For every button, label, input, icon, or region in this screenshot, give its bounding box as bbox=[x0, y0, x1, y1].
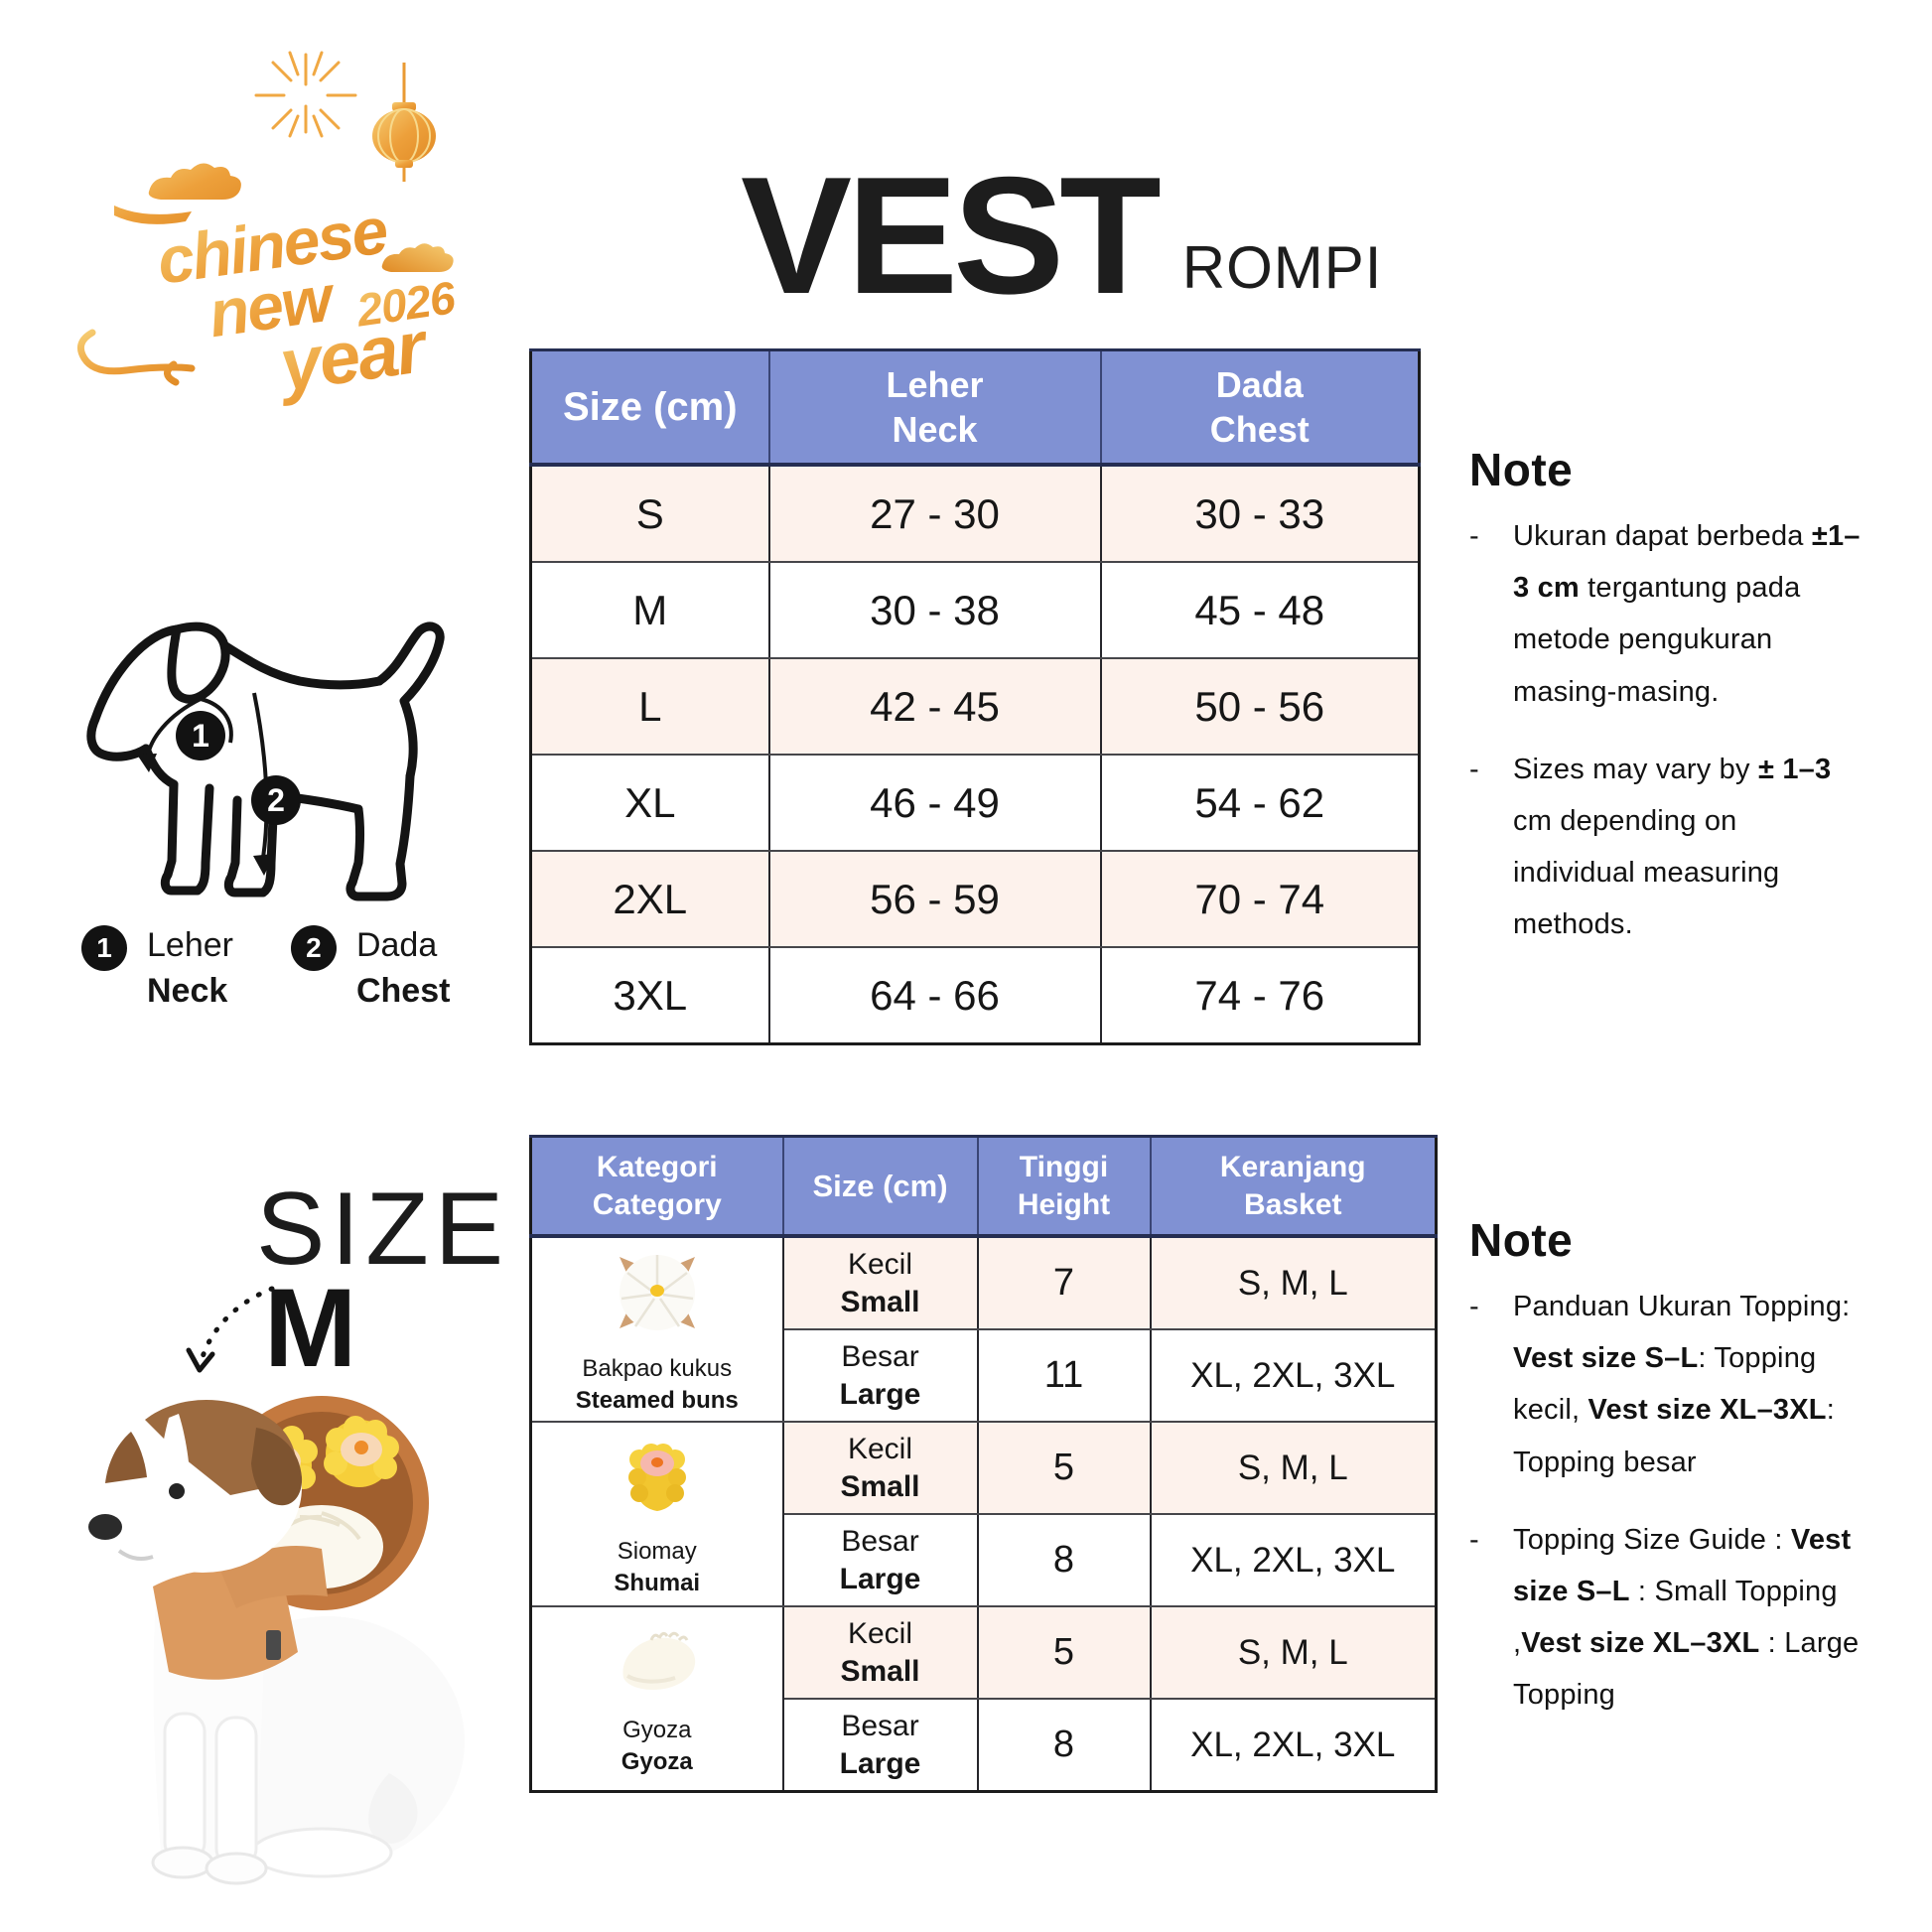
col-size-cm: Size (cm) bbox=[781, 1135, 979, 1238]
table-row: Gyoza Gyoza Kecil Small 5 S, M, L bbox=[529, 1605, 1438, 1793]
logo-word-new: new bbox=[205, 260, 341, 350]
logo-wordmark: chinese new year 2026 bbox=[153, 193, 459, 407]
legend-badge-2: 2 bbox=[290, 925, 337, 971]
note-topping: Note - Panduan Ukuran Topping: Vest size… bbox=[1469, 1213, 1896, 1747]
table-row: Besar Large 8 XL, 2XL, 3XL bbox=[531, 1698, 1438, 1793]
col-neck: Leher Neck bbox=[767, 348, 1102, 467]
legend-item-neck: 1 Leher Neck bbox=[81, 923, 233, 1015]
svg-text:2: 2 bbox=[267, 782, 285, 818]
table-row: Bakpao kukus Steamed buns Kecil Small 7 S,… bbox=[529, 1235, 1438, 1423]
topping-table-header: Kategori Category Size (cm) Tinggi Height … bbox=[529, 1135, 1438, 1238]
gyoza-icon bbox=[622, 1632, 695, 1691]
table-row: Siomay Shumai Kecil Small 5 S, M, L bbox=[529, 1421, 1438, 1607]
title-vest: VEST bbox=[741, 142, 1162, 329]
category-shumai: Siomay Shumai bbox=[529, 1421, 784, 1607]
table-row: L 42 - 45 50 - 56 bbox=[529, 657, 1421, 756]
col-size: Size (cm) bbox=[529, 348, 770, 467]
vest-tag bbox=[266, 1630, 281, 1660]
logo-year-2026: 2026 bbox=[352, 271, 459, 337]
col-chest: Dada Chest bbox=[1099, 348, 1421, 467]
shumai-plush bbox=[324, 1416, 399, 1487]
cloud-icon-right bbox=[381, 243, 454, 272]
firework-icon bbox=[254, 51, 357, 138]
title-rompi: ROMPI bbox=[1181, 233, 1383, 301]
measure-legend: 1 Leher Neck 2 Dada Chest bbox=[81, 923, 450, 1015]
chinese-new-year-logo: chinese new year 2026 bbox=[76, 51, 459, 407]
note-bullet: - Ukuran dapat berbeda ±1–3 cm tergantun… bbox=[1469, 520, 1861, 708]
topping-size-table: Kategori Category Size (cm) Tinggi Height … bbox=[529, 1135, 1438, 1793]
col-height: Tinggi Height bbox=[976, 1135, 1152, 1238]
lantern-icon bbox=[372, 63, 436, 182]
note-bullet: - Panduan Ukuran Topping: Vest size S–L:… bbox=[1469, 1291, 1851, 1478]
col-basket: Keranjang Basket bbox=[1149, 1135, 1438, 1238]
shumai-icon bbox=[627, 1444, 686, 1512]
vest-size-table-header: Size (cm) Leher Neck Dada Chest bbox=[529, 348, 1421, 467]
cloud-swoosh bbox=[76, 329, 196, 386]
table-row: Besar Large 11 XL, 2XL, 3XL bbox=[531, 1328, 1438, 1423]
table-row: XL 46 - 49 54 - 62 bbox=[529, 754, 1421, 852]
dog-measure-diagram: 1 2 bbox=[86, 621, 445, 901]
table-row: M 30 - 38 45 - 48 bbox=[529, 561, 1421, 659]
size-label: SIZE bbox=[256, 1172, 510, 1287]
neck-arrowhead bbox=[137, 754, 157, 772]
page-title: VEST ROMPI bbox=[741, 142, 1383, 329]
table-row: Besar Large 8 XL, 2XL, 3XL bbox=[531, 1513, 1438, 1607]
note-heading: Note bbox=[1469, 444, 1574, 495]
note-bullet: - Topping Size Guide : Vest size S–L : S… bbox=[1469, 1523, 1860, 1712]
dog-photo bbox=[85, 1396, 465, 1885]
note-heading: Note bbox=[1469, 1214, 1574, 1266]
cloud-icon bbox=[114, 163, 241, 224]
diagram-badge-1: 1 bbox=[176, 711, 225, 760]
chest-arrowhead bbox=[253, 854, 274, 876]
table-row: 3XL 64 - 66 74 - 76 bbox=[529, 946, 1421, 1045]
legend-item-chest: 2 Dada Chest bbox=[290, 923, 450, 1015]
table-row: S 27 - 30 30 - 33 bbox=[529, 464, 1421, 563]
legend-badge-1: 1 bbox=[81, 925, 127, 971]
vest-size-table: Size (cm) Leher Neck Dada Chest S 27 - 30 30… bbox=[529, 348, 1421, 1045]
note-bullet: - Sizes may vary by ± 1–3 cm depending o… bbox=[1469, 753, 1832, 941]
category-gyoza: Gyoza Gyoza bbox=[529, 1605, 784, 1793]
steamed-bun-icon bbox=[619, 1255, 695, 1331]
col-category: Kategori Category bbox=[529, 1135, 784, 1238]
dashed-arrow-icon bbox=[186, 1286, 275, 1373]
note-measuring: Note - Ukuran dapat berbeda ±1–3 cm terg… bbox=[1469, 443, 1896, 977]
size-value: M bbox=[264, 1266, 357, 1390]
dog-head bbox=[85, 1399, 303, 1573]
diagram-badge-2: 2 bbox=[251, 775, 301, 825]
svg-text:1: 1 bbox=[192, 718, 209, 754]
category-steamed-buns: Bakpao kukus Steamed buns bbox=[529, 1235, 784, 1423]
table-row: 2XL 56 - 59 70 - 74 bbox=[529, 850, 1421, 948]
